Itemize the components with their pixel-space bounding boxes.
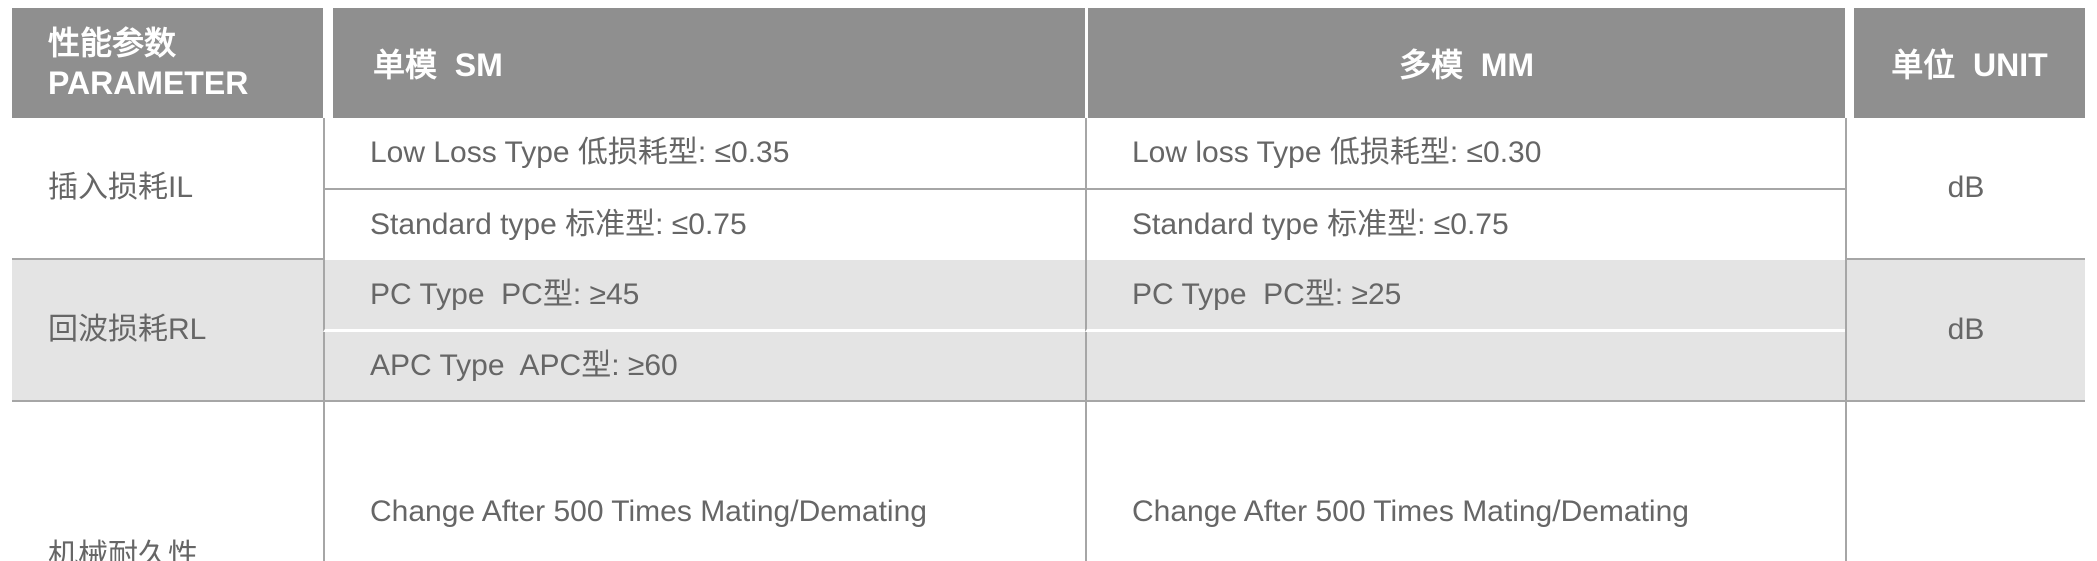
unit-cell-durability: dB (1845, 402, 2085, 561)
cell-il-standard-sm: Standard type 标准型: ≤0.75 (323, 190, 1085, 260)
cell-durability-sm-line1: Change After 500 Times Mating/Demating (370, 495, 927, 528)
cell-il-lowloss-sm: Low Loss Type 低损耗型: ≤0.35 (323, 118, 1085, 190)
param-cell-durability: 机械耐久性 Durability (12, 402, 323, 561)
param-durability-cn: 机械耐久性 (48, 539, 198, 561)
cell-rl-pc-sm: PC Type PC型: ≥45 (323, 260, 1085, 332)
cell-durability-mm: Change After 500 Times Mating/Demating 插… (1085, 402, 1845, 561)
unit-cell-il: dB (1845, 118, 2085, 260)
cell-il-lowloss-mm: Low loss Type 低损耗型: ≤0.30 (1085, 118, 1845, 190)
performance-parameter-table: 性能参数 PARAMETER 单模 SM 多模 MM 单位 UNIT 插入损耗I… (12, 8, 2085, 561)
param-cell-insertion-loss: 插入损耗IL (12, 118, 323, 260)
unit-cell-rl: dB (1845, 260, 2085, 402)
header-cell-singlemode: 单模 SM (323, 8, 1085, 118)
param-cell-return-loss: 回波损耗RL (12, 260, 323, 402)
cell-durability-sm: Change After 500 Times Mating/Demating 插… (323, 402, 1085, 561)
header-cell-multimode: 多模 MM (1085, 8, 1845, 118)
cell-rl-pc-mm: PC Type PC型: ≥25 (1085, 260, 1845, 332)
cell-il-standard-mm: Standard type 标准型: ≤0.75 (1085, 190, 1845, 260)
row-durability: 机械耐久性 Durability Change After 500 Times … (12, 402, 2085, 561)
cell-rl-apc-mm (1085, 332, 1845, 402)
header-parameter-cn: 性能参数 (48, 25, 177, 61)
row-insertion-loss-lowloss: 插入损耗IL Low Loss Type 低损耗型: ≤0.35 Low los… (12, 118, 2085, 260)
header-cell-unit: 单位 UNIT (1845, 8, 2085, 118)
header-cell-parameter: 性能参数 PARAMETER (12, 8, 323, 118)
cell-durability-mm-line1: Change After 500 Times Mating/Demating (1132, 495, 1689, 528)
row-return-loss-apc: APC Type APC型: ≥60 (12, 332, 2085, 402)
header-row: 性能参数 PARAMETER 单模 SM 多模 MM 单位 UNIT (12, 8, 2085, 118)
header-parameter-en: PARAMETER (48, 65, 249, 101)
cell-rl-apc-sm: APC Type APC型: ≥60 (323, 332, 1085, 402)
row-return-loss-pc: 回波损耗RL PC Type PC型: ≥45 PC Type PC型: ≥25… (12, 260, 2085, 402)
row-insertion-loss-standard: Standard type 标准型: ≤0.75 Standard type 标… (12, 190, 2085, 260)
